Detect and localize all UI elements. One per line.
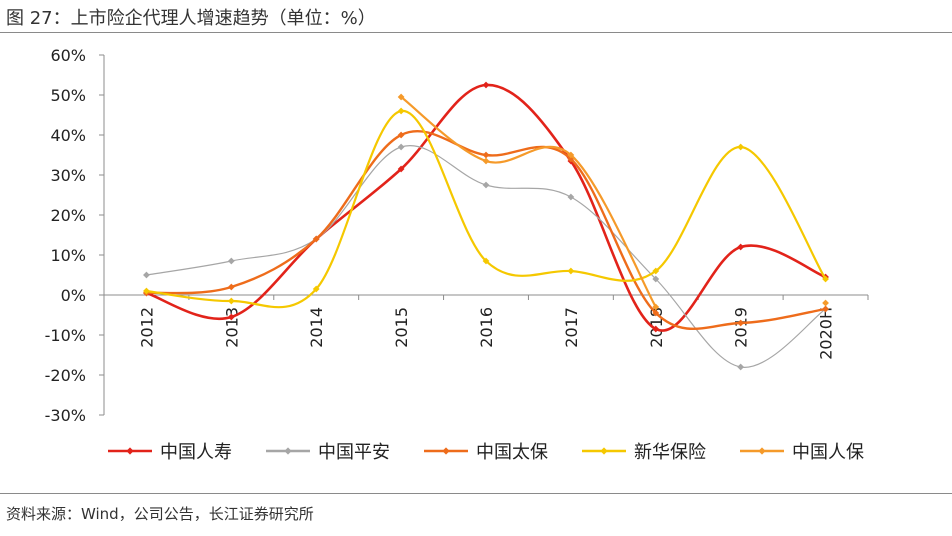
legend-item: 中国人寿 <box>108 442 232 463</box>
x-tick-label: 2012 <box>137 307 156 348</box>
data-point-marker <box>482 81 490 89</box>
data-point-marker <box>822 299 829 307</box>
chart-axes: 60%50%40%30%20%10%0%-10%-20%-30%2012 2013… <box>45 46 869 425</box>
data-point-marker <box>312 285 320 293</box>
data-point-marker <box>652 325 660 333</box>
data-point-marker <box>397 93 405 101</box>
data-point-marker <box>567 151 575 159</box>
data-point-marker <box>143 271 150 279</box>
data-point-marker <box>737 243 745 251</box>
series-line <box>145 83 827 332</box>
data-point-marker <box>482 257 490 265</box>
y-tick-label: 50% <box>50 86 86 105</box>
legend-label: 中国人保 <box>792 442 864 463</box>
data-point-marker <box>227 313 235 321</box>
legend-label: 中国平安 <box>318 442 390 463</box>
chart-series <box>143 81 829 371</box>
data-point-marker <box>482 151 490 159</box>
legend-item: 中国太保 <box>424 442 548 463</box>
data-point-marker <box>737 143 745 151</box>
x-tick-label: 2019 <box>732 307 751 348</box>
series-5 <box>397 93 829 311</box>
legend-item: 中国平安 <box>266 442 390 463</box>
data-point-marker <box>737 363 745 371</box>
y-tick-label: -30% <box>45 406 86 425</box>
y-tick-label: 0% <box>61 286 86 305</box>
data-point-marker <box>652 275 660 283</box>
data-point-marker <box>567 193 575 201</box>
title-divider <box>0 32 952 33</box>
legend-label: 中国人寿 <box>160 442 232 463</box>
x-tick-label: 2017 <box>562 307 581 348</box>
y-tick-label: -10% <box>45 326 86 345</box>
series-line <box>145 130 827 331</box>
data-point-marker <box>567 267 575 275</box>
data-point-marker <box>482 181 490 189</box>
x-tick-label: 2014 <box>307 307 326 348</box>
legend-label: 新华保险 <box>634 442 706 463</box>
data-point-marker <box>143 287 150 295</box>
data-point-marker <box>227 257 235 265</box>
legend-swatch-marker <box>600 447 608 455</box>
data-point-marker <box>822 305 829 313</box>
y-tick-label: 40% <box>50 126 86 145</box>
legend-swatch-marker <box>126 447 134 455</box>
legend-item: 中国人保 <box>740 442 864 463</box>
data-point-marker <box>312 235 320 243</box>
data-point-marker <box>397 107 405 115</box>
series-4 <box>143 107 829 309</box>
y-tick-label: 10% <box>50 246 86 265</box>
data-point-marker <box>397 165 405 173</box>
legend-item: 新华保险 <box>582 442 706 463</box>
legend-label: 中国太保 <box>476 442 548 463</box>
source-divider <box>0 493 952 494</box>
y-tick-label: 30% <box>50 166 86 185</box>
y-tick-label: 20% <box>50 206 86 225</box>
line-chart: 60%50%40%30%20%10%0%-10%-20%-30%2012 2013… <box>45 46 869 463</box>
data-point-marker <box>822 275 829 283</box>
legend-swatch-marker <box>442 447 450 455</box>
series-3 <box>143 130 829 331</box>
y-tick-label: -20% <box>45 366 86 385</box>
y-tick-label: 60% <box>50 46 86 65</box>
data-point-marker <box>227 283 235 291</box>
x-tick-label: 2020H <box>817 307 836 360</box>
data-point-marker <box>397 131 405 139</box>
data-point-marker <box>397 143 405 151</box>
data-point-marker <box>227 297 235 305</box>
legend-swatch-marker <box>758 447 766 455</box>
data-point-marker <box>652 303 660 311</box>
x-tick-label: 2016 <box>477 307 496 348</box>
chart-legend: 中国人寿 中国平安 中国太保 新华保险 中国人保 <box>108 442 864 463</box>
data-point-marker <box>737 319 745 327</box>
data-point-marker <box>652 267 660 275</box>
figure-source: 资料来源：Wind，公司公告，长江证券研究所 <box>6 505 314 523</box>
data-point-marker <box>482 157 490 165</box>
figure-title: 图 27：上市险企代理人增速趋势（单位：%） <box>6 8 376 29</box>
x-tick-label: 2015 <box>392 307 411 348</box>
series-line <box>400 95 657 309</box>
legend-swatch-marker <box>284 447 292 455</box>
data-point-marker <box>652 309 660 317</box>
series-line <box>145 109 827 309</box>
